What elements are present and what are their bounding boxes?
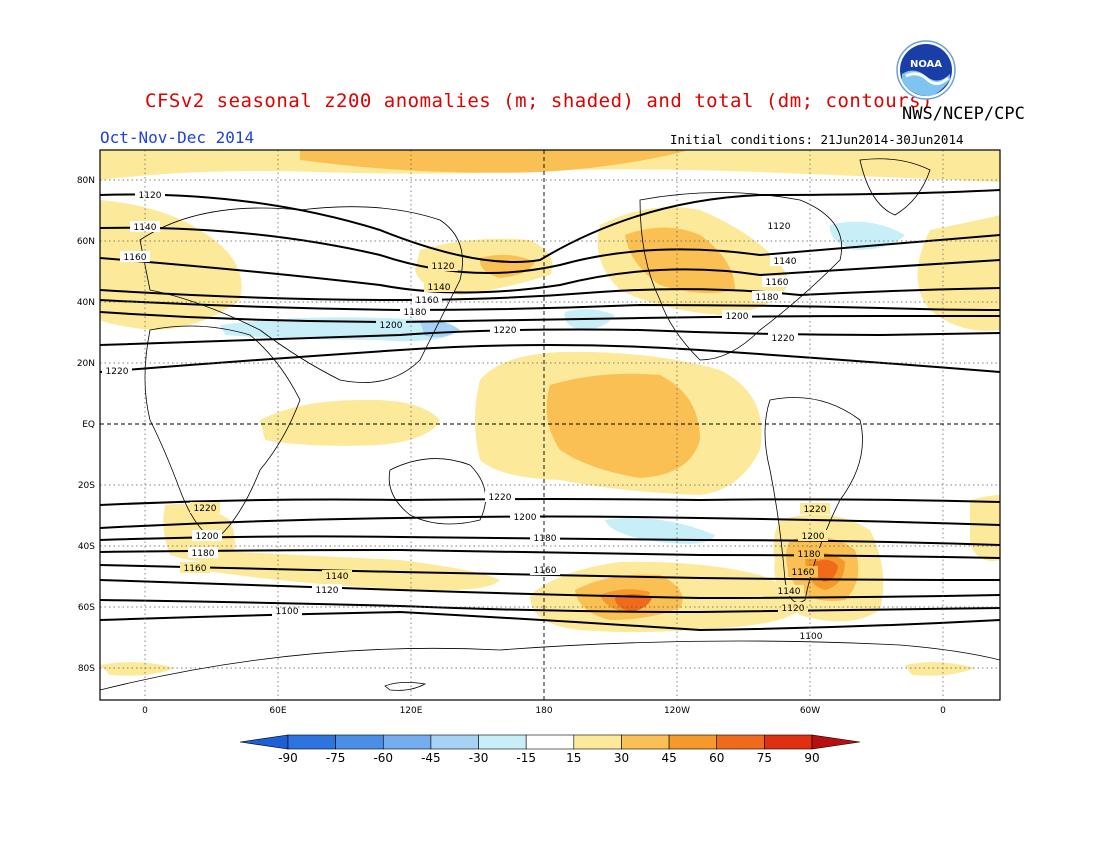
svg-text:1200: 1200 (726, 312, 749, 322)
svg-text:20S: 20S (78, 481, 95, 491)
svg-text:60W: 60W (800, 706, 820, 716)
equator-dateline (100, 150, 1000, 700)
svg-text:120E: 120E (400, 706, 423, 716)
svg-text:180: 180 (535, 706, 552, 716)
colorbar-swatch (573, 734, 622, 750)
svg-text:1140: 1140 (428, 283, 451, 293)
agency-label: NWS/NCEP/CPC (902, 104, 1025, 124)
svg-text:1120: 1120 (139, 191, 162, 201)
svg-text:1220: 1220 (772, 334, 795, 344)
svg-text:1220: 1220 (804, 505, 827, 515)
colorbar-tick-label: -60 (373, 751, 393, 765)
latitude-labels: 80N 60N 40N 20N EQ 20S 40S 60S 80S (77, 176, 95, 674)
colorbar-legend: -90 -75 -60 -45 -30 -15 15 30 45 60 75 90 (239, 734, 861, 765)
map-title: CFSv2 seasonal z200 anomalies (m; shaded… (145, 90, 933, 112)
noaa-logo: NOAA (896, 40, 956, 100)
colorbar-swatch (716, 734, 765, 750)
colorbar-swatch (287, 734, 336, 750)
svg-text:1220: 1220 (194, 504, 217, 514)
svg-text:1200: 1200 (380, 321, 403, 331)
svg-text:0: 0 (142, 706, 148, 716)
svg-text:1160: 1160 (184, 564, 207, 574)
svg-text:1160: 1160 (416, 296, 439, 306)
lat-lon-grid (100, 150, 1000, 700)
colorbar-swatch (239, 734, 289, 750)
svg-text:0: 0 (940, 706, 946, 716)
svg-text:1220: 1220 (106, 367, 129, 377)
colorbar-swatch (478, 734, 527, 750)
svg-text:1120: 1120 (316, 586, 339, 596)
svg-text:1160: 1160 (124, 253, 147, 263)
map-frame (99, 149, 1001, 701)
svg-text:EQ: EQ (82, 420, 95, 430)
colorbar-tick-label: 45 (661, 751, 676, 765)
colorbar-tick-label: -75 (326, 751, 346, 765)
svg-text:1120: 1120 (782, 604, 805, 614)
svg-text:1200: 1200 (196, 532, 219, 542)
svg-text:20N: 20N (77, 359, 95, 369)
svg-text:40S: 40S (78, 542, 95, 552)
colorbar-tick-label: 30 (614, 751, 629, 765)
svg-text:1220: 1220 (494, 326, 517, 336)
svg-text:1180: 1180 (404, 308, 427, 318)
svg-text:1160: 1160 (534, 566, 557, 576)
colorbar-swatch (764, 734, 813, 750)
svg-text:80S: 80S (78, 664, 95, 674)
colorbar-swatch (811, 734, 861, 750)
colorbar-tick-label: -30 (469, 751, 489, 765)
colorbar-swatch (335, 734, 384, 750)
svg-text:80N: 80N (77, 176, 95, 186)
svg-text:1220: 1220 (489, 493, 512, 503)
contour-labels: 1120 1140 1160 1120 1140 1160 1180 1200 … (102, 189, 830, 642)
svg-text:1100: 1100 (800, 632, 823, 642)
svg-text:1140: 1140 (326, 572, 349, 582)
svg-text:60S: 60S (78, 603, 95, 613)
colorbar-tick-label: -45 (421, 751, 441, 765)
svg-text:60E: 60E (269, 706, 286, 716)
colorbar-tick-label: -90 (278, 751, 298, 765)
svg-text:40N: 40N (77, 298, 95, 308)
svg-text:120W: 120W (664, 706, 690, 716)
initial-conditions-label: Initial conditions: 21Jun2014-30Jun2014 (670, 132, 964, 147)
svg-text:60N: 60N (77, 237, 95, 247)
colorbar-tick-label: 75 (757, 751, 772, 765)
colorbar-swatch (621, 734, 670, 750)
svg-text:1120: 1120 (432, 262, 455, 272)
svg-text:1180: 1180 (192, 549, 215, 559)
colorbar-swatch (430, 734, 479, 750)
svg-text:1180: 1180 (534, 534, 557, 544)
colorbar-tick-label: 60 (709, 751, 724, 765)
svg-text:1120: 1120 (768, 222, 791, 232)
colorbar-swatch (525, 734, 575, 750)
colorbar-tick-label: -15 (516, 751, 536, 765)
svg-text:1200: 1200 (802, 532, 825, 542)
svg-text:1180: 1180 (756, 293, 779, 303)
svg-text:1200: 1200 (514, 513, 537, 523)
height-contours (100, 189, 1000, 632)
season-label: Oct-Nov-Dec 2014 (100, 128, 255, 147)
colorbar-tick-label: 90 (804, 751, 819, 765)
colorbar-swatch (382, 734, 432, 750)
svg-text:1180: 1180 (798, 550, 821, 560)
svg-text:NOAA: NOAA (910, 59, 942, 70)
longitude-labels: 0 60E 120E 180 120W 60W 0 (142, 706, 946, 716)
svg-text:1160: 1160 (792, 568, 815, 578)
svg-text:1160: 1160 (766, 278, 789, 288)
svg-text:1140: 1140 (778, 587, 801, 597)
colorbar-tick-label: 15 (566, 751, 581, 765)
svg-text:1140: 1140 (774, 257, 797, 267)
svg-text:1100: 1100 (276, 607, 299, 617)
colorbar-swatch (668, 734, 718, 750)
